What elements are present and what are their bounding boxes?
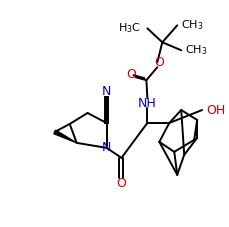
Text: N: N: [101, 141, 111, 154]
Text: O: O: [154, 56, 164, 69]
Polygon shape: [54, 130, 76, 143]
Text: CH$_3$: CH$_3$: [184, 43, 207, 57]
Text: OH: OH: [205, 104, 224, 116]
Text: CH$_3$: CH$_3$: [180, 18, 203, 32]
Text: O: O: [126, 68, 136, 81]
Text: N: N: [101, 85, 111, 98]
Text: H$_3$C: H$_3$C: [118, 22, 141, 35]
Text: O: O: [116, 177, 126, 190]
Text: NH: NH: [137, 96, 156, 110]
